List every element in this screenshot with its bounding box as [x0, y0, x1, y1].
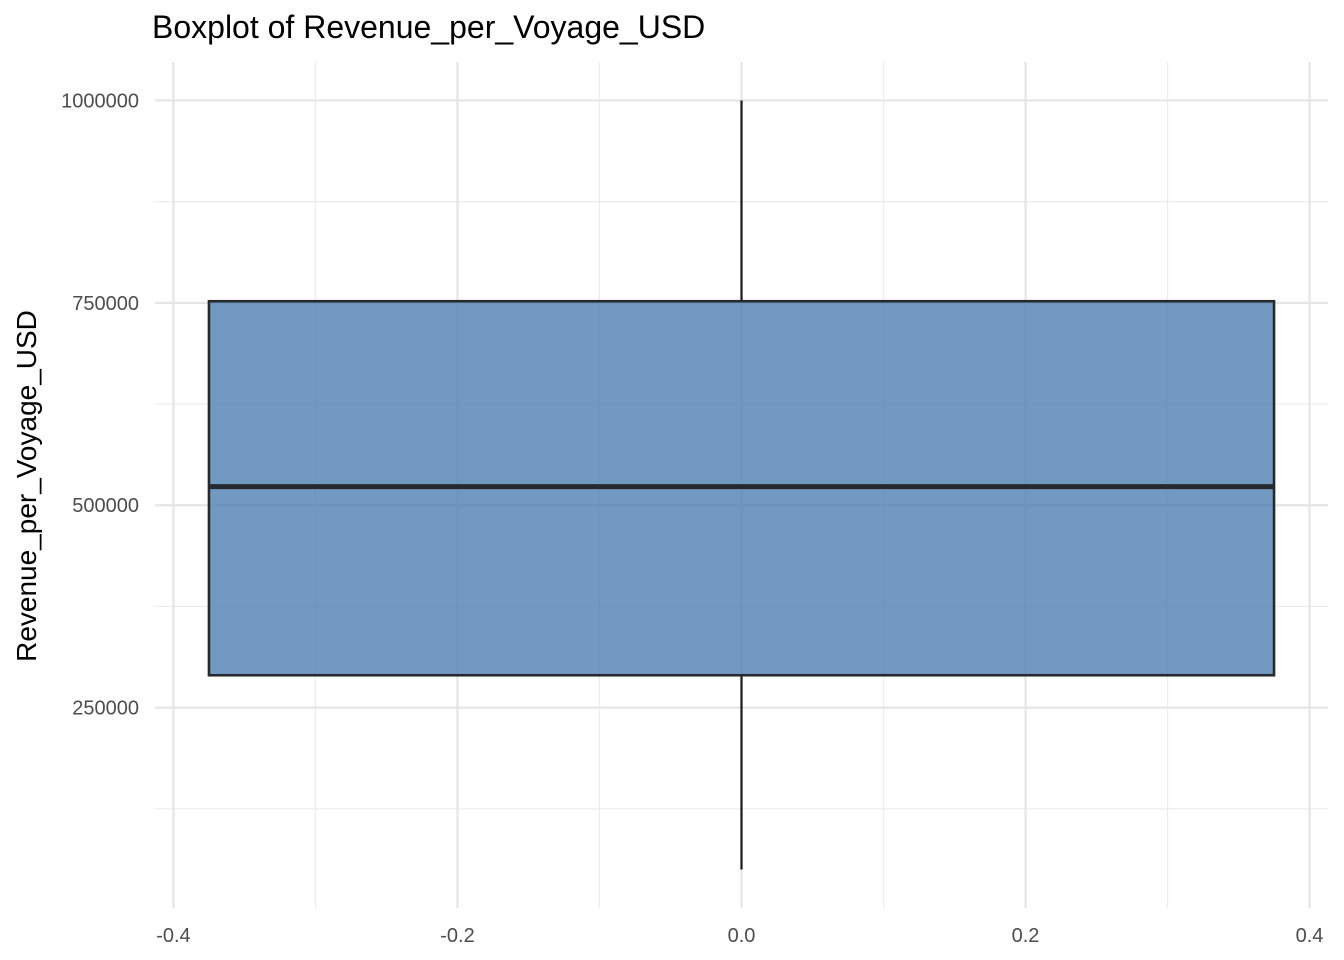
x-tick-label: 0.2: [1012, 925, 1040, 947]
y-tick-label: 1000000: [61, 90, 139, 112]
box-plot: [207, 100, 1276, 870]
y-tick-label: 500000: [72, 495, 139, 517]
x-tick-label: -0.2: [440, 925, 474, 947]
tick-labels: 250000 500000 750000 1000000 -0.4 -0.2 0.0 0.2 0…: [61, 90, 1323, 947]
y-axis-label: Revenue_per_Voyage_USD: [11, 310, 42, 662]
x-tick-label: -0.4: [156, 925, 190, 947]
x-tick-label: 0.4: [1296, 925, 1324, 947]
x-tick-label: 0.0: [728, 925, 756, 947]
y-tick-label: 250000: [72, 698, 139, 720]
chart-title: Boxplot of Revenue_per_Voyage_USD: [152, 9, 705, 45]
y-tick-label: 750000: [72, 293, 139, 315]
